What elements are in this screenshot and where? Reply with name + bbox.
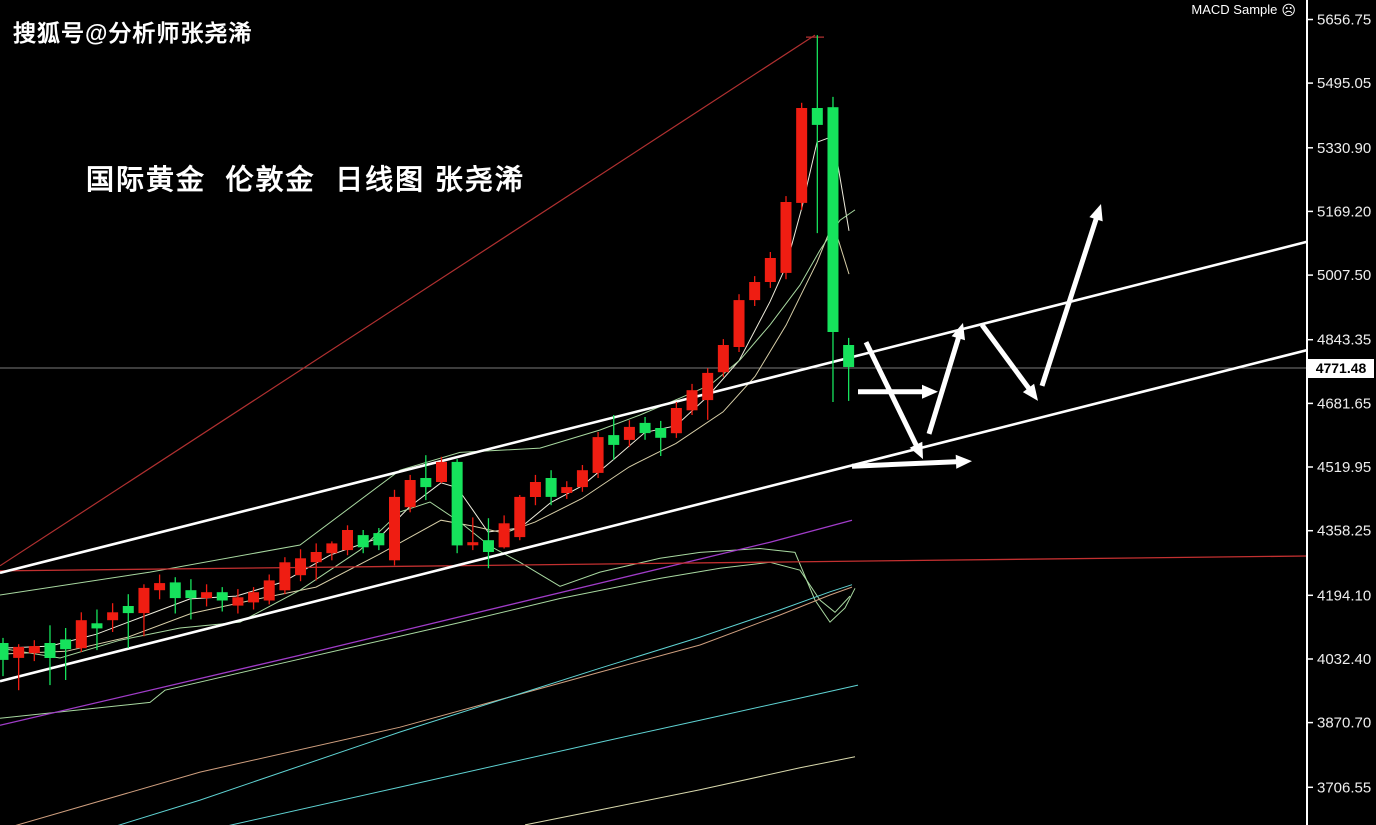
ma-purple xyxy=(0,519,853,726)
indicator-label: MACD Sample ☹ xyxy=(1191,2,1296,17)
forecast-arrow-right-1 xyxy=(922,384,938,399)
svg-text:5007.50: 5007.50 xyxy=(1317,267,1371,284)
forecast-arrow-down-2 xyxy=(1022,383,1038,401)
forecast-arrow-right-2 xyxy=(955,454,972,469)
channel-lower xyxy=(0,348,1308,683)
svg-text:5330.90: 5330.90 xyxy=(1317,140,1371,157)
watermark-text: 搜狐号@分析师张尧浠 xyxy=(13,20,253,46)
svg-text:3870.70: 3870.70 xyxy=(1317,715,1371,732)
forecast-arrow-up-1 xyxy=(951,322,965,341)
indicator-name: MACD Sample xyxy=(1191,2,1278,17)
svg-text:4843.35: 4843.35 xyxy=(1317,332,1371,349)
ma-pale-bottom xyxy=(524,756,856,825)
ma-cyan-b xyxy=(228,684,859,825)
svg-text:3706.55: 3706.55 xyxy=(1317,779,1371,796)
ma-green-long xyxy=(0,561,851,719)
ma-cyan-a xyxy=(117,584,853,825)
svg-text:5495.05: 5495.05 xyxy=(1317,75,1371,92)
sad-face-icon: ☹ xyxy=(1281,1,1296,18)
chart-title: 国际黄金 伦敦金 日线图 张尧浠 xyxy=(86,164,525,195)
svg-text:4194.10: 4194.10 xyxy=(1317,587,1371,604)
svg-text:4032.40: 4032.40 xyxy=(1317,651,1371,668)
red-horizontal-line xyxy=(0,555,1308,572)
red-trendline xyxy=(0,34,816,567)
forecast-arrow-down-1 xyxy=(909,441,923,460)
svg-text:5169.20: 5169.20 xyxy=(1317,203,1371,220)
svg-text:5656.75: 5656.75 xyxy=(1317,12,1371,29)
svg-text:4681.65: 4681.65 xyxy=(1317,395,1371,412)
current-price-badge: 4771.48 xyxy=(1308,359,1374,378)
forecast-arrow-up-big xyxy=(1089,204,1103,222)
svg-text:4358.25: 4358.25 xyxy=(1317,523,1371,540)
ma-tan xyxy=(15,586,853,825)
channel-upper xyxy=(0,240,1308,575)
svg-text:4519.95: 4519.95 xyxy=(1317,459,1371,476)
